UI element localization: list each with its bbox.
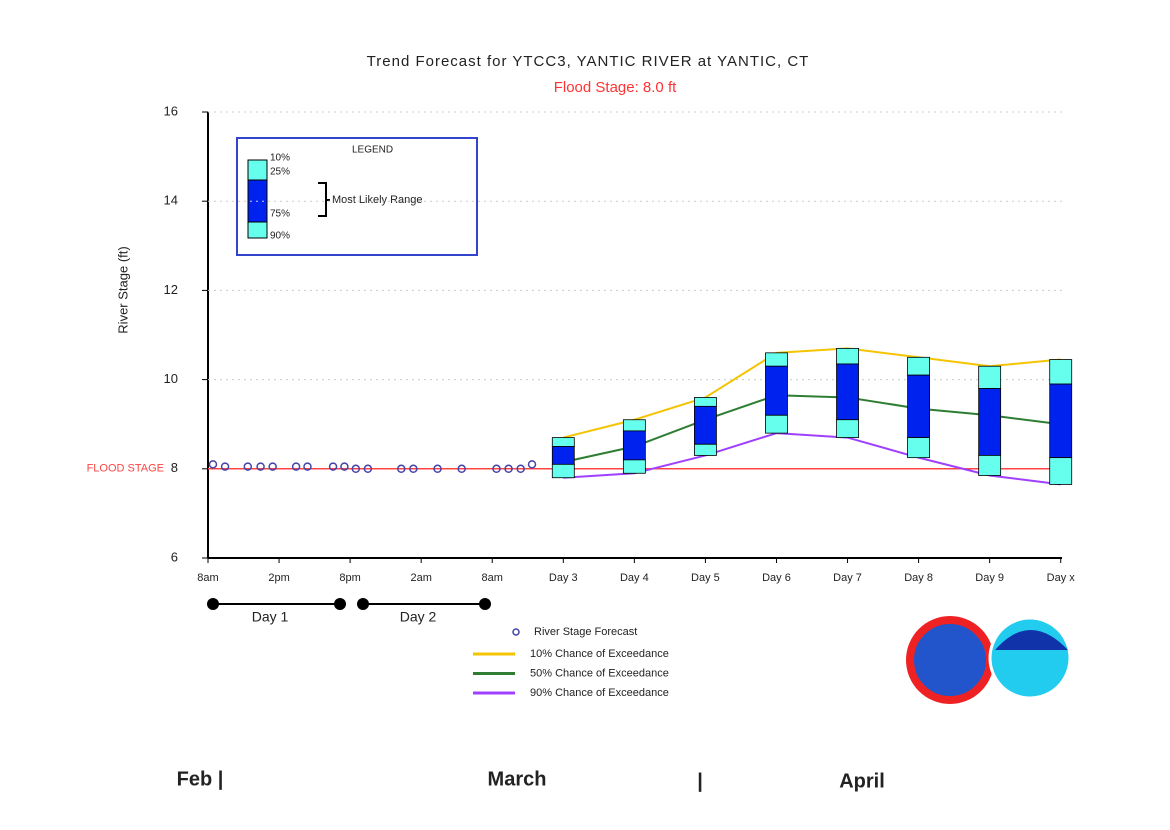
exceedance-line [563, 432, 1061, 486]
stage-point [492, 464, 501, 474]
stage-point [433, 464, 442, 474]
noaa-logo [988, 616, 1072, 700]
box-lower [622, 459, 646, 474]
x-tick-label: 8am [197, 572, 218, 584]
stage-point [208, 460, 218, 469]
period-dot [479, 598, 491, 610]
box-upper [1049, 359, 1073, 385]
x-tick-label: Day 9 [975, 572, 1004, 584]
legend-label: 75% [270, 209, 290, 220]
x-tick-label: Day 3 [549, 572, 578, 584]
stage-point [328, 462, 338, 471]
box-middle [694, 405, 717, 445]
y-axis-label: River Stage (ft) [115, 246, 130, 333]
stage-point [256, 462, 265, 471]
legend-label: 25% [270, 167, 290, 178]
stage-point [527, 460, 537, 469]
stage-point [243, 462, 253, 471]
x-tick-label: Day 8 [904, 572, 933, 584]
legend-label: 10% [270, 153, 290, 164]
box-upper [694, 397, 717, 407]
x-tick-label: 8am [482, 572, 503, 584]
box-middle [622, 430, 646, 461]
stage-point [303, 462, 312, 471]
stage-point [291, 462, 301, 471]
legend-title: LEGEND [352, 145, 393, 156]
exceedance-line [563, 394, 1061, 464]
x-tick-label: 2am [410, 572, 431, 584]
box-upper [622, 419, 646, 432]
box-middle [765, 365, 788, 416]
period-dot [357, 598, 369, 610]
x-tick-label: Day 7 [833, 572, 862, 584]
month-label: | [697, 770, 703, 792]
stage-point [340, 462, 349, 471]
stage-point [268, 462, 277, 471]
stage-point [504, 464, 513, 474]
legend-label: 90% [270, 231, 290, 242]
box-upper [907, 356, 930, 376]
legend-entry: 10% Chance of Exceedance [530, 648, 669, 660]
box-lower [1049, 457, 1073, 485]
box-middle [978, 388, 1002, 456]
legend-swatch [247, 159, 268, 181]
period-dot [207, 598, 219, 610]
y-tick-label: 12 [164, 282, 178, 297]
box-lower [551, 463, 575, 479]
period-label: Day 2 [400, 609, 437, 625]
period-dot [334, 598, 346, 610]
stage-point [220, 462, 230, 471]
stage-point [363, 464, 373, 474]
month-label: April [839, 770, 885, 792]
box-upper [551, 437, 575, 447]
exceedance-line [563, 347, 1061, 439]
stage-point [409, 464, 418, 474]
x-tick-label: 2pm [268, 572, 289, 584]
y-tick-label: 14 [164, 193, 178, 208]
chart-title: Trend Forecast for YTCC3, YANTIC RIVER a… [367, 53, 810, 70]
flood-stage-label: FLOOD STAGE [87, 463, 164, 475]
x-tick-label: Day x [1047, 572, 1076, 584]
month-label: Feb | [177, 768, 224, 790]
x-tick-label: Day 6 [762, 572, 791, 584]
box-middle [907, 374, 930, 438]
box-upper [765, 352, 788, 367]
box-middle [1049, 383, 1073, 459]
period-label: Day 1 [252, 609, 289, 625]
box-lower [765, 414, 788, 434]
legend-range-label: Most Likely Range [332, 194, 423, 206]
box-lower [694, 443, 717, 456]
box-lower [836, 419, 859, 438]
chart-subtitle: Flood Stage: 8.0 ft [554, 79, 677, 96]
x-tick-label: 8pm [339, 572, 360, 584]
month-label: March [488, 768, 547, 790]
legend-bracket [318, 182, 330, 217]
box-lower [978, 455, 1002, 476]
stage-point [516, 464, 525, 474]
noaa-logo-part [995, 630, 1068, 650]
x-tick-label: Day 5 [691, 572, 720, 584]
y-tick-label: 8 [171, 460, 178, 475]
legend-entry: 50% Chance of Exceedance [530, 667, 669, 679]
legend-swatch [247, 221, 268, 239]
box-middle [836, 363, 859, 421]
stage-point [351, 464, 361, 474]
legend-marker [512, 628, 520, 636]
y-tick-label: 10 [164, 371, 178, 386]
box-middle [551, 446, 575, 465]
legend-box [236, 137, 478, 256]
nws-logo [906, 616, 994, 704]
box-upper [836, 347, 859, 365]
stage-point [457, 464, 466, 474]
y-tick-label: 6 [171, 549, 178, 564]
x-tick-label: Day 4 [620, 572, 649, 584]
box-upper [978, 365, 1002, 389]
box-lower [907, 437, 930, 459]
y-tick-label: 16 [164, 103, 178, 118]
legend-entry: 90% Chance of Exceedance [530, 687, 669, 699]
legend-entry: River Stage Forecast [534, 626, 637, 638]
stage-point [397, 464, 406, 474]
